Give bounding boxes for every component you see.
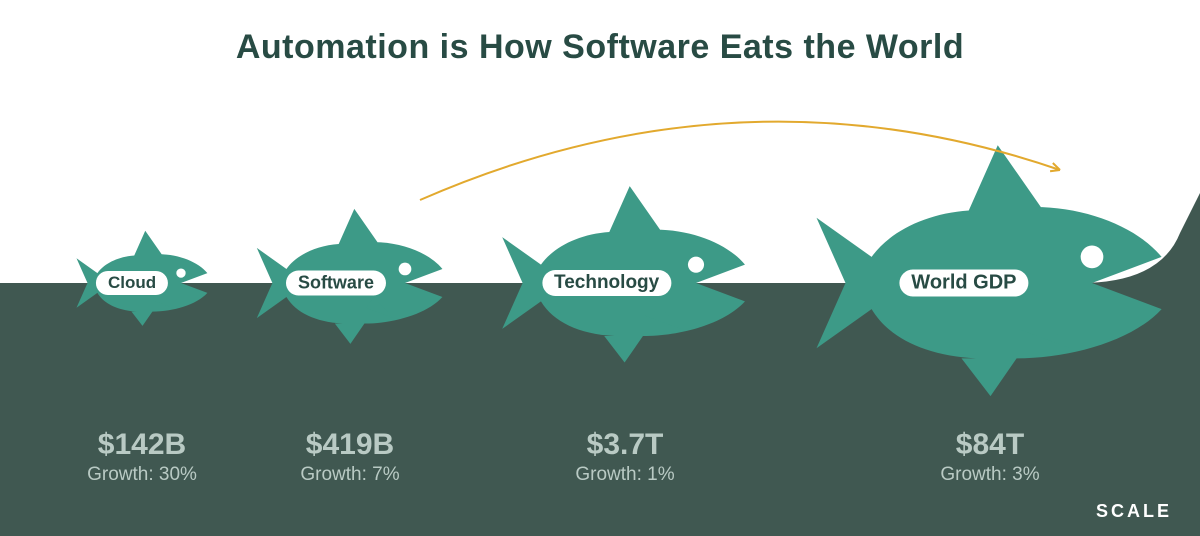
stat-value: $419B xyxy=(300,428,399,462)
stat-growth: Growth: 3% xyxy=(940,464,1039,486)
stat-cloud: $142BGrowth: 30% xyxy=(87,428,197,486)
stat-growth: Growth: 30% xyxy=(87,464,197,486)
stat-growth: Growth: 1% xyxy=(575,464,674,486)
stat-value: $3.7T xyxy=(575,428,674,462)
stat-technology: $3.7TGrowth: 1% xyxy=(575,428,674,486)
stat-growth: Growth: 7% xyxy=(300,464,399,486)
brand-logo: SCALE xyxy=(1096,501,1172,522)
stat-software: $419BGrowth: 7% xyxy=(300,428,399,486)
stat-worldgdp: $84TGrowth: 3% xyxy=(940,428,1039,486)
stat-value: $142B xyxy=(87,428,197,462)
stat-value: $84T xyxy=(940,428,1039,462)
